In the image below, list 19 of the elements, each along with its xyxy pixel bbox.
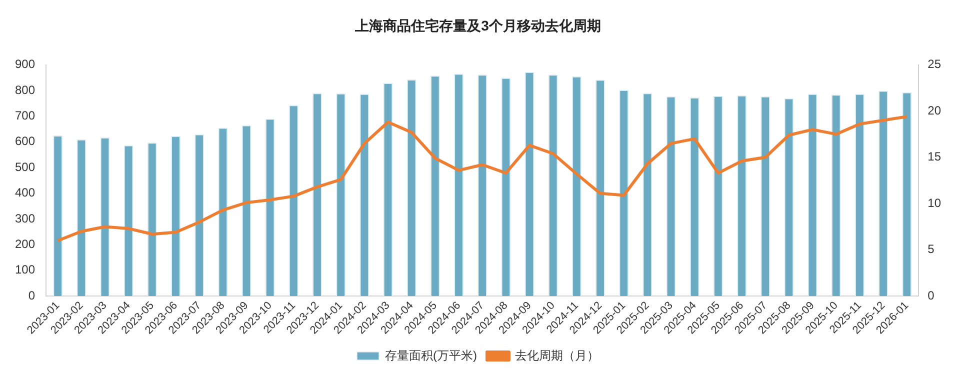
chart-title: 上海商品住宅存量及3个月移动去化周期	[354, 17, 601, 34]
y-tick-label: 400	[14, 186, 36, 200]
y-tick-label: 700	[14, 108, 36, 123]
y-tick-label: 600	[14, 134, 36, 148]
y-tick-label: 800	[14, 82, 36, 97]
legend-label: 去化周期（月）	[514, 348, 599, 362]
legend-label: 存量面积(万平米)	[385, 348, 478, 362]
y-tick-label: 200	[14, 237, 36, 252]
y-tick-label: 900	[14, 57, 36, 72]
y2-tick-label: 10	[928, 196, 942, 210]
y-tick-label: 500	[14, 160, 36, 174]
y2-tick-label: 20	[928, 103, 942, 118]
y-tick-label: 0	[28, 288, 36, 302]
y2-tick-label: 0	[928, 288, 935, 302]
y2-tick-label: 15	[928, 150, 942, 164]
y2-tick-label: 25	[928, 57, 942, 72]
y-tick-label: 300	[14, 211, 36, 226]
y2-tick-label: 5	[928, 242, 935, 256]
y-tick-label: 100	[14, 262, 36, 277]
